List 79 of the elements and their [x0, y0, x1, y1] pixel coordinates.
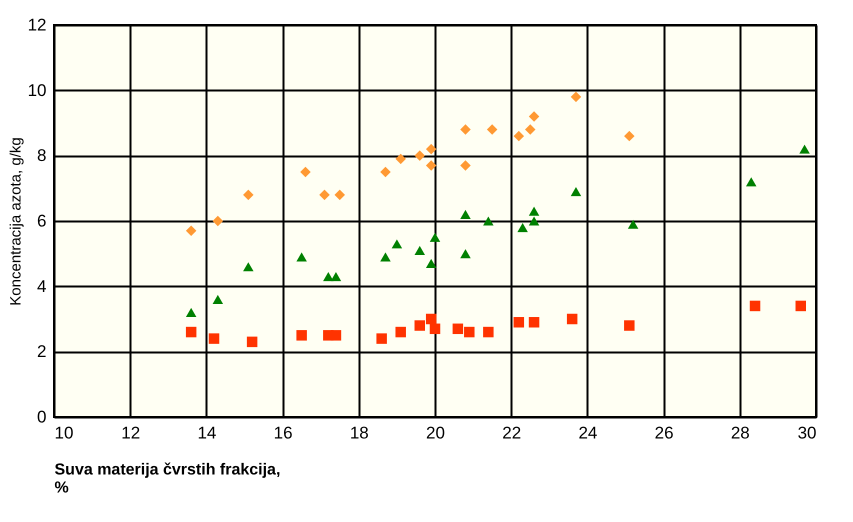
- point: [525, 124, 536, 135]
- point: [624, 130, 635, 142]
- point: [330, 272, 342, 282]
- point: [243, 190, 254, 200]
- point: [334, 190, 345, 200]
- point: [528, 206, 540, 216]
- point: [376, 333, 387, 344]
- point: [430, 324, 440, 334]
- point: [414, 150, 426, 161]
- y-tick-label: 0: [37, 408, 46, 426]
- point: [319, 190, 330, 200]
- x-tick-label: 30: [798, 424, 816, 442]
- point: [570, 92, 582, 102]
- point: [514, 130, 524, 142]
- point: [300, 166, 311, 178]
- point: [243, 262, 254, 272]
- x-tick-label: 24: [578, 424, 598, 442]
- y-tick-label: 10: [28, 80, 46, 100]
- y-tick-label: 6: [37, 212, 46, 230]
- point: [460, 160, 471, 171]
- point: [746, 177, 756, 186]
- point: [528, 111, 540, 122]
- point: [392, 239, 402, 248]
- point: [528, 317, 540, 328]
- point: [330, 330, 342, 341]
- x-tick-label: 12: [121, 424, 140, 442]
- point: [212, 294, 224, 304]
- y-tick-label: 12: [28, 16, 46, 34]
- x-tick-label: 10: [54, 424, 74, 442]
- point: [414, 246, 426, 255]
- point: [186, 226, 196, 236]
- x-tick-label: 14: [197, 424, 216, 442]
- point: [296, 252, 307, 262]
- point: [486, 124, 498, 135]
- point: [460, 124, 471, 135]
- point: [514, 317, 524, 328]
- point: [528, 216, 540, 226]
- point: [380, 252, 391, 262]
- x-tick-label: 16: [274, 424, 293, 442]
- x-axis-title: Suva materija čvrstih frakcija, %: [54, 462, 280, 496]
- point: [460, 210, 471, 220]
- point: [380, 166, 391, 178]
- point: [483, 326, 494, 338]
- point: [414, 320, 426, 331]
- point: [624, 320, 635, 331]
- y-tick-label: 4: [37, 276, 46, 296]
- point: [570, 187, 582, 196]
- point: [426, 314, 436, 324]
- point: [212, 216, 224, 226]
- point: [452, 324, 464, 334]
- point: [296, 330, 307, 341]
- point: [750, 300, 760, 312]
- point: [186, 308, 196, 318]
- point: [566, 314, 578, 324]
- y-tick-label: 2: [37, 342, 46, 362]
- point: [460, 249, 471, 258]
- y-axis-title: Koncentracija azota, g/kg: [8, 137, 25, 306]
- point: [464, 326, 475, 338]
- point: [628, 220, 638, 229]
- point: [517, 222, 528, 232]
- point: [426, 258, 436, 268]
- x-tick-label: 18: [350, 424, 369, 442]
- x-tick-label: 26: [654, 424, 674, 442]
- x-tick-label: 20: [426, 424, 445, 442]
- x-tick-label: 28: [730, 424, 750, 442]
- y-tick-label: 8: [37, 146, 46, 166]
- point: [395, 326, 406, 338]
- point: [796, 300, 806, 312]
- x-tick-label: 22: [502, 424, 522, 442]
- point: [395, 154, 406, 164]
- point: [426, 160, 436, 171]
- point: [430, 232, 440, 242]
- point: [426, 144, 436, 154]
- point: [799, 144, 810, 154]
- point: [186, 326, 196, 338]
- point: [246, 336, 258, 348]
- point: [208, 333, 220, 344]
- point: [323, 272, 334, 282]
- point: [483, 216, 494, 226]
